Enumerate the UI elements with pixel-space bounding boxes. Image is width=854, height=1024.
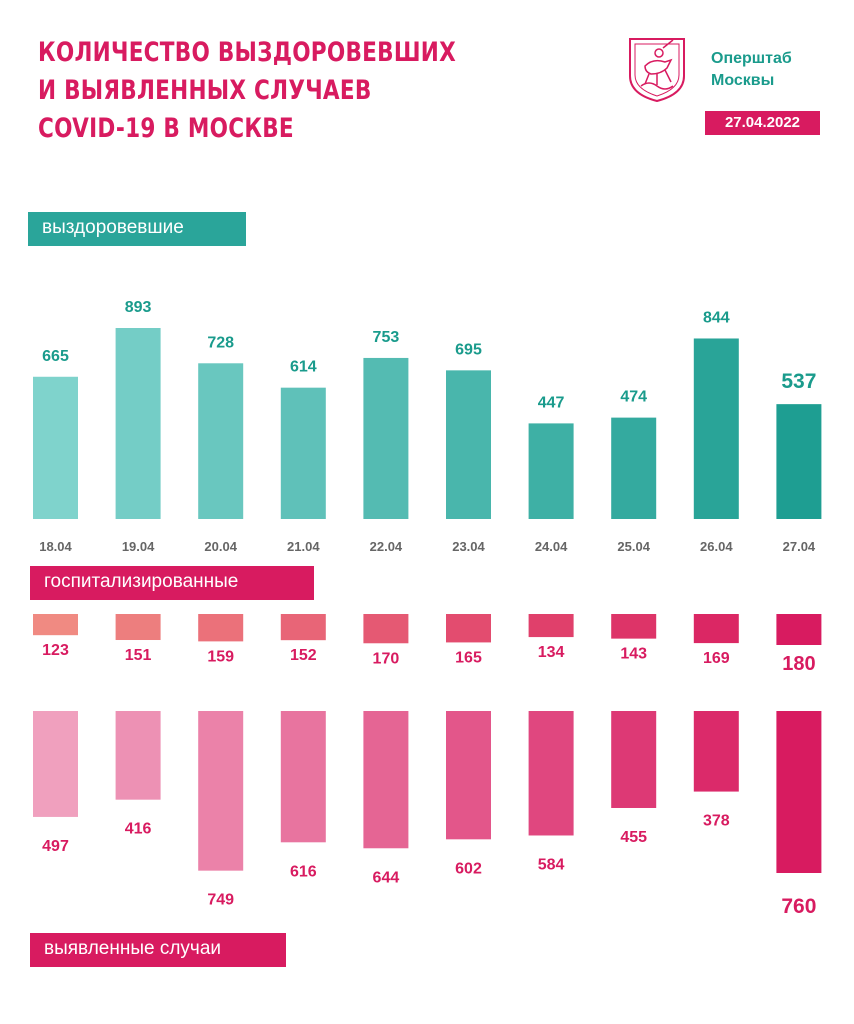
recovered-value-label: 893: [125, 299, 152, 316]
cases-bar: [446, 711, 491, 840]
cases-value-label: 760: [781, 895, 816, 918]
cases-bar: [693, 711, 739, 792]
hospitalized-value-label: 143: [620, 646, 647, 663]
date-tick-label: 27.04: [783, 539, 816, 554]
recovered-value-label: 665: [42, 348, 69, 365]
recovered-bar: [611, 417, 657, 519]
title-line: КОЛИЧЕСТВО ВЫЗДОРОВЕВШИХ: [38, 37, 457, 68]
date-tick-label: 20.04: [204, 539, 237, 554]
hospitalized-value-label: 134: [538, 644, 565, 661]
cases-value-label: 644: [373, 869, 400, 886]
recovered-bar: [363, 357, 409, 519]
cases-value-label: 378: [703, 813, 730, 830]
recovered-value-label: 753: [373, 329, 400, 346]
cases-value-label: 584: [538, 856, 565, 873]
hospitalized-value-label: 123: [42, 642, 69, 659]
cases-bar: [611, 711, 657, 808]
page-title: КОЛИЧЕСТВО ВЫЗДОРОВЕВШИХ И ВЫЯВЛЕННЫХ СЛ…: [38, 34, 456, 148]
organization-name: Оперштаб Москвы: [711, 48, 792, 92]
recovered-bar: [776, 404, 822, 519]
cases-bar: [776, 711, 822, 873]
hospitalized-bar: [693, 614, 739, 644]
hospitalized-bar: [446, 614, 491, 643]
date-tick-label: 26.04: [700, 539, 733, 554]
cases-bar: [280, 711, 326, 843]
cases-value-label: 602: [455, 860, 482, 877]
hospitalized-bar: [33, 614, 78, 636]
cases-value-label: 455: [620, 829, 647, 846]
recovered-value-label: 447: [538, 394, 565, 411]
hospitalized-value-label: 152: [290, 647, 317, 664]
hospitalized-section-label: госпитализированные: [30, 566, 314, 600]
hospitalized-bar: [280, 614, 326, 641]
hospitalized-bar: [198, 614, 244, 642]
hospitalized-value-label: 159: [207, 648, 234, 665]
date-tick-label: 18.04: [39, 539, 72, 554]
recovered-bar: [528, 423, 574, 519]
recovered-bar: [198, 363, 244, 519]
recovered-bar: [115, 328, 161, 519]
cases-bar: [363, 711, 409, 849]
cases-bar: [198, 711, 244, 871]
recovered-value-label: 844: [703, 309, 730, 326]
hospitalized-value-label: 151: [125, 647, 152, 664]
recovered-bar: [280, 387, 326, 519]
cases-bar: [528, 711, 574, 836]
cases-section-label: выявленные случаи: [30, 933, 286, 967]
date-badge: 27.04.2022: [705, 111, 820, 135]
date-tick-label: 23.04: [452, 539, 485, 554]
recovered-value-label: 474: [620, 389, 647, 406]
date-tick-label: 19.04: [122, 539, 155, 554]
recovered-section-label: выздоровевшие: [28, 212, 246, 246]
hospitalized-bar: [115, 614, 161, 641]
cases-value-label: 497: [42, 838, 69, 855]
hospitalized-value-label: 165: [455, 649, 482, 666]
cases-bar: [115, 711, 161, 800]
hospitalized-bar: [363, 614, 409, 644]
hospitalized-bar: [611, 614, 657, 639]
recovered-bar: [33, 376, 78, 519]
recovered-value-label: 537: [781, 370, 816, 393]
date-tick-label: 25.04: [617, 539, 650, 554]
hospitalized-value-label: 170: [373, 650, 400, 667]
date-tick-label: 24.04: [535, 539, 568, 554]
cases-bar: [33, 711, 78, 817]
cases-value-label: 616: [290, 863, 317, 880]
cases-value-label: 749: [207, 892, 234, 909]
hospitalized-value-label: 180: [782, 653, 815, 675]
recovered-value-label: 614: [290, 359, 317, 376]
title-line: И ВЫЯВЛЕННЫХ СЛУЧАЕВ: [38, 75, 372, 106]
title-line: COVID-19 В МОСКВЕ: [38, 113, 294, 144]
hospitalized-bar: [528, 614, 574, 638]
cases-value-label: 416: [125, 821, 152, 838]
org-line: Оперштаб: [711, 50, 792, 67]
hospitalized-bar: [776, 614, 822, 645]
recovered-value-label: 728: [207, 334, 234, 351]
recovered-bar: [693, 338, 739, 519]
date-tick-label: 22.04: [370, 539, 403, 554]
moscow-coat-of-arms-icon: [629, 38, 685, 103]
hospitalized-value-label: 169: [703, 650, 730, 667]
date-tick-label: 21.04: [287, 539, 320, 554]
recovered-value-label: 695: [455, 341, 482, 358]
org-line: Москвы: [711, 72, 775, 89]
recovered-bar: [446, 370, 491, 519]
